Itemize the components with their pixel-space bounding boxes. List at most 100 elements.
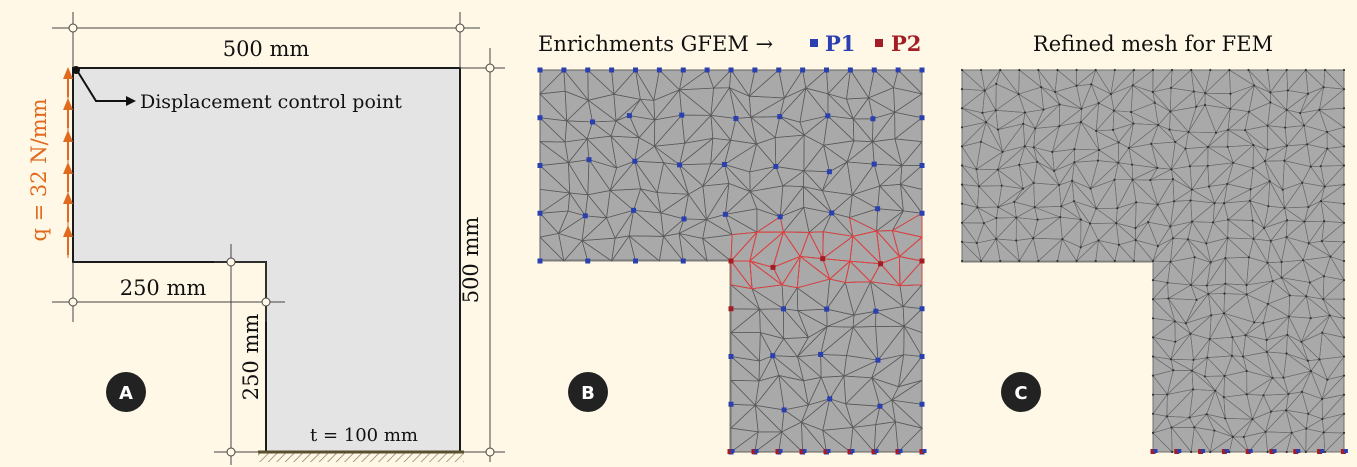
- refined-mesh-node: [1206, 356, 1209, 359]
- p2-node: [770, 264, 776, 270]
- refined-mesh-node: [1022, 122, 1025, 125]
- refined-mesh-node: [1034, 127, 1037, 130]
- refined-mesh-node: [1214, 131, 1218, 134]
- refined-mesh-node: [1205, 242, 1208, 245]
- refined-mesh-node: [1184, 322, 1187, 325]
- refined-mesh-node: [1321, 397, 1324, 401]
- refined-mesh-node: [1189, 199, 1192, 202]
- refined-mesh-node: [1285, 236, 1288, 239]
- refined-mesh-triangle: [1057, 238, 1078, 262]
- refined-mesh-node: [1308, 281, 1311, 284]
- refined-mesh-node: [1191, 388, 1195, 391]
- refined-mesh-node: [1326, 378, 1329, 381]
- refined-mesh-node: [1095, 129, 1098, 132]
- p1-node: [721, 161, 727, 167]
- refined-mesh-node: [1209, 68, 1212, 72]
- refined-mesh-node: [1094, 259, 1097, 263]
- refined-mesh-node: [1226, 145, 1229, 148]
- refined-mesh-node: [1117, 243, 1121, 246]
- refined-mesh-node: [1113, 178, 1116, 181]
- support-p1-node: [874, 449, 879, 453]
- refined-mesh-node: [960, 145, 964, 148]
- refined-mesh-node: [1151, 374, 1155, 377]
- refined-mesh-node: [1094, 68, 1097, 72]
- refined-mesh-node: [1208, 337, 1211, 341]
- p1-node: [537, 210, 543, 216]
- legend-p1-label: P1: [825, 31, 855, 56]
- refined-mesh-node: [1075, 84, 1078, 87]
- refined-mesh-node: [1342, 202, 1346, 205]
- p1-node: [776, 67, 782, 73]
- p1-node: [586, 157, 592, 163]
- support-p2-node: [823, 449, 829, 454]
- p1-node: [733, 116, 739, 122]
- p1-node: [827, 396, 833, 402]
- refined-mesh-node: [1147, 221, 1150, 224]
- p2-mesh-triangle: [730, 259, 754, 290]
- support-p2-node: [919, 449, 925, 454]
- refined-mesh-node: [1169, 110, 1172, 113]
- refined-mesh-node: [999, 259, 1002, 263]
- refined-mesh-node: [1229, 92, 1232, 95]
- refined-mesh-node: [1037, 259, 1040, 263]
- p1-node: [585, 67, 591, 73]
- p2-node: [728, 258, 734, 264]
- refined-mesh-node: [1190, 68, 1193, 72]
- refined-mesh-node: [1054, 90, 1057, 94]
- fem-support-node: [1317, 449, 1323, 454]
- refined-mesh-node: [1040, 86, 1043, 89]
- refined-mesh-node: [1057, 183, 1061, 187]
- refined-mesh-node: [1032, 237, 1035, 240]
- refined-mesh-node: [1151, 393, 1155, 396]
- refined-mesh-node: [1232, 161, 1235, 164]
- refined-mesh-node: [1323, 220, 1326, 223]
- refined-mesh-node: [1247, 110, 1251, 113]
- p1-node: [585, 258, 591, 264]
- p1-node: [847, 67, 853, 73]
- refined-mesh-node: [1266, 450, 1269, 454]
- p1-node: [877, 403, 883, 409]
- refined-mesh-node: [1319, 165, 1322, 168]
- refined-mesh-node: [1151, 259, 1155, 263]
- refined-mesh-node: [1079, 120, 1082, 124]
- refined-mesh-node: [1095, 207, 1098, 210]
- refined-mesh-node: [980, 68, 983, 72]
- refined-mesh-node: [1224, 282, 1227, 285]
- refined-mesh-node: [1192, 90, 1195, 93]
- refined-mesh-node: [984, 121, 988, 124]
- refined-mesh-node: [1188, 165, 1192, 168]
- refined-mesh-node: [1329, 255, 1332, 258]
- refined-mesh-node: [1247, 256, 1251, 259]
- refined-mesh-node: [1174, 340, 1177, 343]
- refined-mesh-node: [1171, 450, 1174, 454]
- refined-mesh-node: [1300, 340, 1303, 344]
- refined-mesh-node: [995, 82, 998, 85]
- panel-a: 500 mm 500 mm 250 mm 250 mm: [27, 12, 505, 465]
- refined-mesh-node: [1285, 352, 1288, 355]
- refined-mesh-node: [1305, 295, 1308, 298]
- fem-support-node: [1150, 449, 1156, 454]
- thickness-label: t = 100 mm: [310, 425, 418, 446]
- p1-node: [780, 306, 786, 312]
- refined-mesh-node: [1117, 141, 1120, 144]
- refined-mesh-node: [1058, 103, 1061, 106]
- refined-mesh-triangle: [1324, 432, 1345, 453]
- refined-mesh-node: [1227, 218, 1230, 221]
- refined-mesh-node: [1015, 239, 1018, 242]
- refined-mesh-node: [1172, 200, 1176, 203]
- fixed-support-hatch: [258, 452, 464, 462]
- refined-mesh-node: [1319, 199, 1323, 203]
- refined-mesh-node: [1342, 412, 1346, 415]
- refined-mesh-node: [1307, 412, 1310, 415]
- p1-node: [777, 214, 783, 220]
- legend-p2-label: P2: [891, 31, 921, 56]
- refined-mesh-node: [1306, 359, 1310, 362]
- refined-mesh-node: [1266, 148, 1269, 151]
- refined-mesh-node: [1207, 292, 1210, 296]
- refined-mesh-node: [1169, 86, 1173, 90]
- refined-mesh-node: [996, 168, 999, 171]
- refined-mesh-node: [1266, 68, 1269, 72]
- refined-mesh-node: [999, 68, 1002, 72]
- refined-mesh-node: [1306, 143, 1309, 146]
- p1-node: [590, 119, 596, 125]
